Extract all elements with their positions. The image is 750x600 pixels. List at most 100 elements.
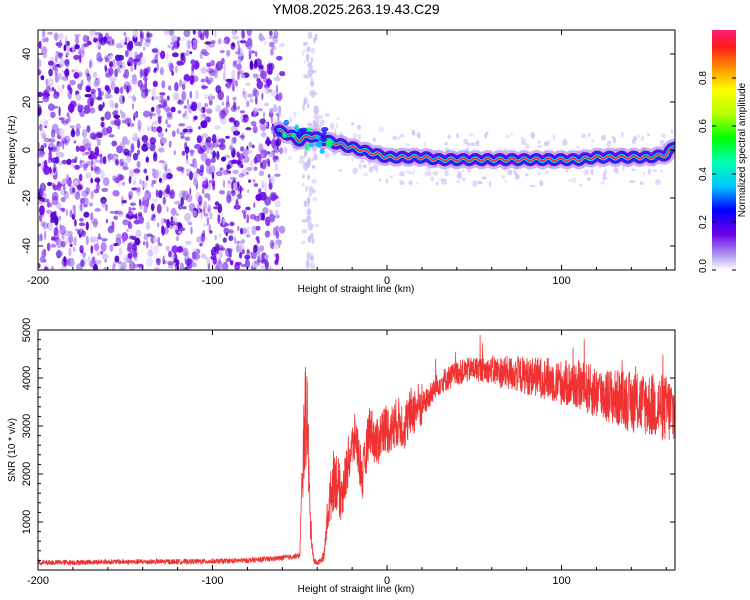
noise-blob xyxy=(224,39,228,44)
noise-blob xyxy=(190,59,196,65)
noise-blob xyxy=(84,94,92,98)
noise-blob xyxy=(164,187,170,194)
noise-blob xyxy=(218,257,222,266)
noise-blob xyxy=(38,200,43,205)
colorbar-gradient xyxy=(712,30,736,270)
y-tick-label: 40 xyxy=(21,48,33,60)
noise-blob xyxy=(134,64,137,70)
noise-blob xyxy=(89,132,97,140)
noise-blob xyxy=(269,175,275,185)
noise-blob xyxy=(69,79,76,86)
noise-blob xyxy=(226,257,232,262)
noise-blob xyxy=(158,147,165,153)
noise-blob xyxy=(210,95,216,100)
noise-blob xyxy=(269,30,273,36)
noise-blob xyxy=(186,160,190,165)
noise-blob xyxy=(157,132,164,138)
noise-blob xyxy=(74,44,80,50)
halo-blob xyxy=(314,115,318,122)
noise-blob xyxy=(133,168,141,174)
noise-blob xyxy=(303,98,307,105)
noise-blob xyxy=(104,65,108,72)
noise-blob xyxy=(60,240,66,248)
noise-blob xyxy=(138,198,142,206)
noise-blob xyxy=(240,264,246,268)
noise-blob xyxy=(137,119,142,130)
halo-blob xyxy=(340,153,347,156)
halo-blob xyxy=(587,177,591,181)
noise-blob xyxy=(170,106,176,113)
noise-blob xyxy=(128,176,132,184)
halo-blob xyxy=(324,113,330,117)
noise-blob xyxy=(131,207,136,211)
noise-blob xyxy=(125,50,129,57)
noise-blob xyxy=(171,252,175,261)
noise-blob xyxy=(114,102,119,109)
noise-blob xyxy=(151,87,156,98)
noise-blob xyxy=(240,133,245,141)
noise-blob xyxy=(206,142,211,148)
noise-blob xyxy=(203,213,209,217)
noise-blob xyxy=(218,247,226,251)
noise-blob xyxy=(266,79,273,86)
noise-blob xyxy=(50,236,56,241)
signal-blob xyxy=(319,148,325,154)
noise-blob xyxy=(231,30,236,36)
noise-blob xyxy=(50,128,56,138)
noise-blob xyxy=(204,102,209,108)
signal-blob xyxy=(322,130,327,136)
noise-blob xyxy=(101,198,106,208)
noise-blob xyxy=(189,90,193,99)
noise-blob xyxy=(236,225,240,232)
noise-blob xyxy=(67,258,71,266)
noise-blob xyxy=(174,81,179,92)
halo-blob xyxy=(317,117,320,124)
noise-blob xyxy=(39,233,43,242)
noise-blob xyxy=(85,174,89,178)
noise-blob xyxy=(122,219,129,226)
noise-blob xyxy=(180,197,184,206)
noise-blob xyxy=(159,67,164,76)
noise-blob xyxy=(171,70,174,76)
noise-blob xyxy=(144,79,148,89)
halo-blob xyxy=(444,141,448,146)
noise-blob xyxy=(98,86,104,91)
noise-blob xyxy=(59,58,65,68)
noise-blob xyxy=(109,61,113,68)
noise-blob xyxy=(148,67,151,74)
noise-blob xyxy=(184,136,191,142)
noise-blob xyxy=(242,91,246,95)
noise-blob xyxy=(77,104,84,111)
noise-blob xyxy=(273,132,276,139)
noise-blob xyxy=(79,244,84,251)
noise-blob xyxy=(181,150,186,156)
noise-blob xyxy=(218,138,225,143)
signal-blob xyxy=(284,120,290,125)
noise-blob xyxy=(97,87,102,92)
noise-blob xyxy=(93,263,98,270)
noise-blob xyxy=(98,232,101,240)
noise-blob xyxy=(93,189,100,194)
signal-blob xyxy=(276,132,283,137)
noise-blob xyxy=(53,91,60,99)
noise-blob xyxy=(50,218,55,224)
noise-blob xyxy=(83,43,89,47)
noise-blob xyxy=(307,61,313,69)
noise-blob xyxy=(240,227,243,235)
noise-blob xyxy=(90,150,95,157)
noise-blob xyxy=(244,259,250,269)
noise-blob xyxy=(279,147,283,155)
noise-blob xyxy=(107,153,114,160)
noise-blob xyxy=(44,125,48,129)
noise-blob xyxy=(209,212,213,220)
noise-blob xyxy=(313,39,316,44)
noise-blob xyxy=(124,69,129,79)
noise-blob xyxy=(73,72,80,79)
noise-blob xyxy=(142,241,146,246)
noise-blob xyxy=(311,165,316,169)
halo-blob xyxy=(447,134,452,140)
noise-blob xyxy=(134,237,141,246)
halo-blob xyxy=(405,143,410,147)
noise-blob xyxy=(232,130,241,136)
halo-blob xyxy=(298,160,305,164)
